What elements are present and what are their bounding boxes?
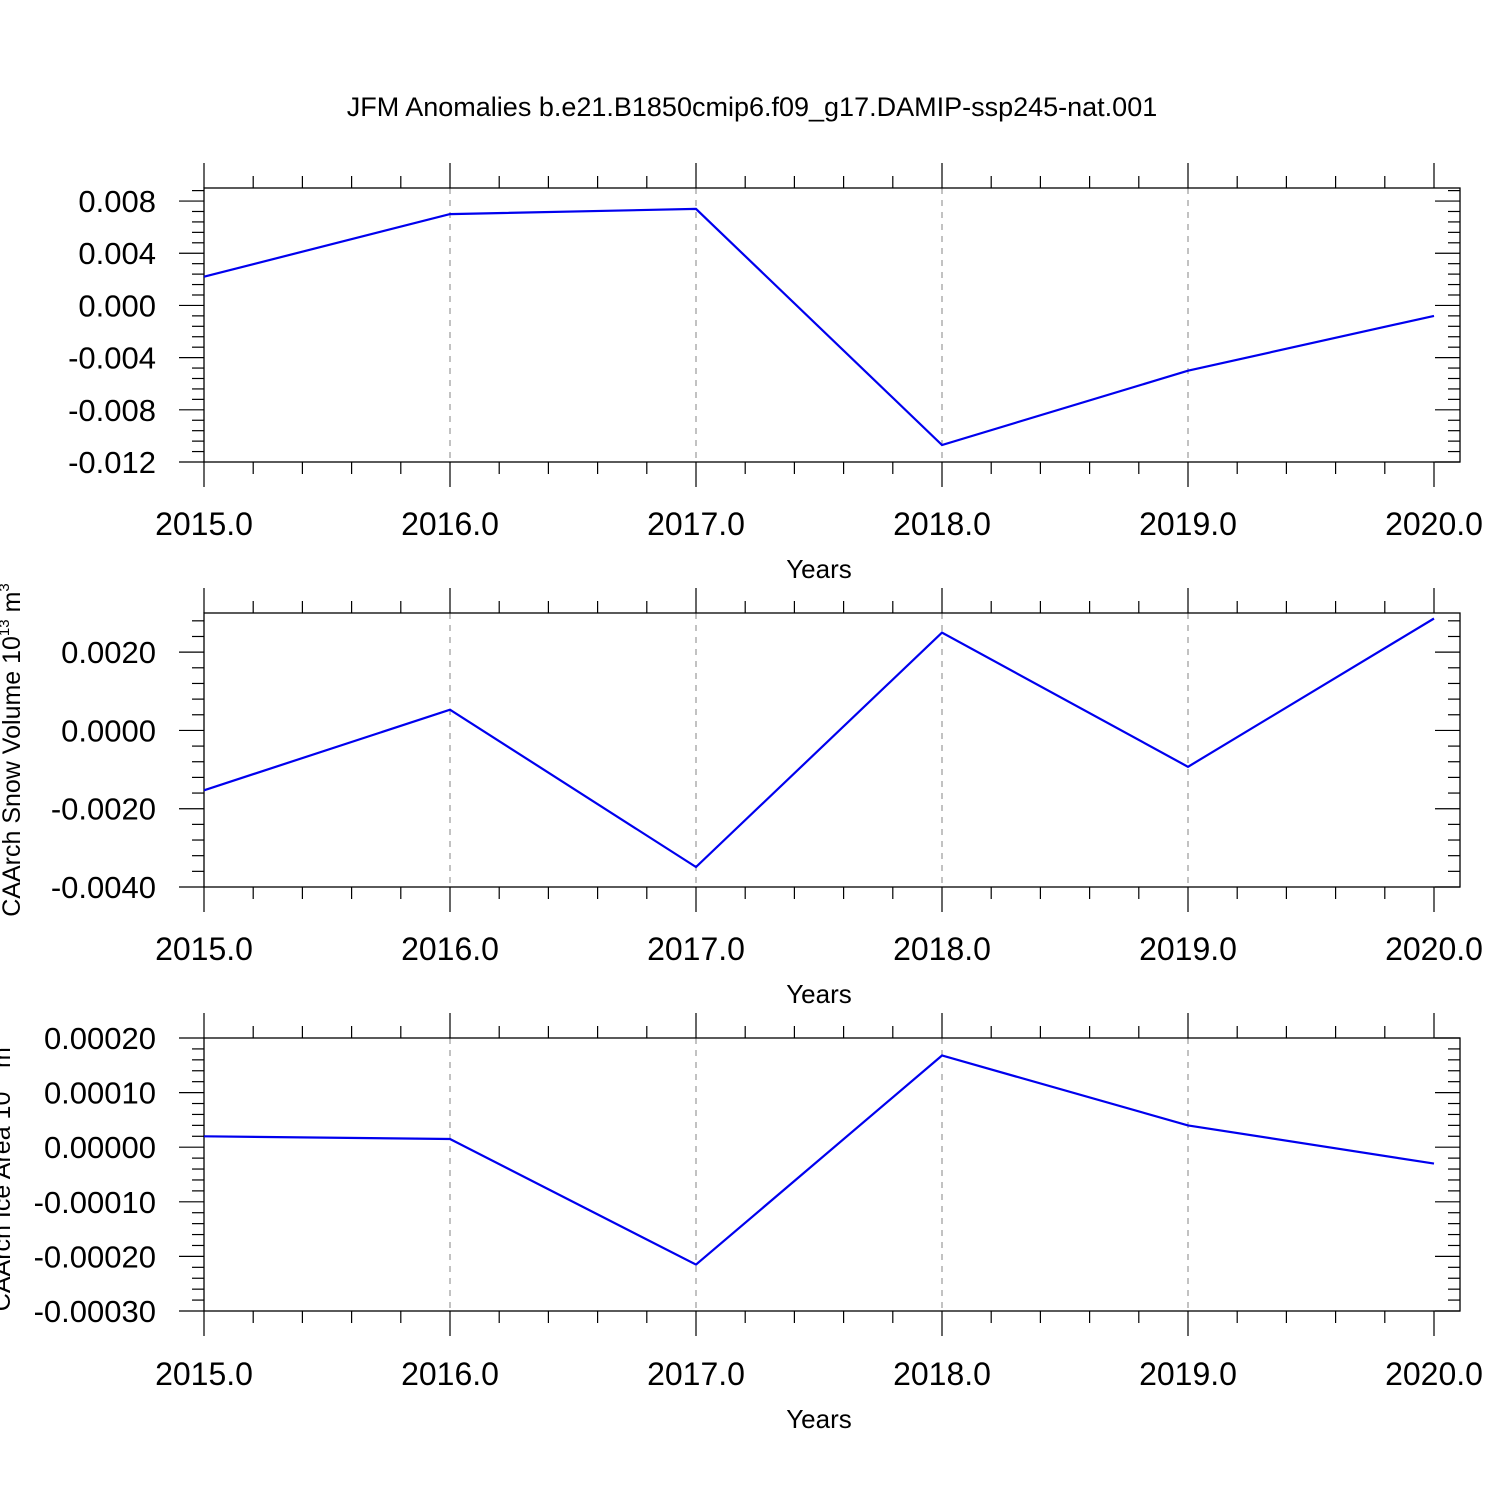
y-tick-label: -0.004	[68, 341, 156, 376]
y-tick-label: -0.00010	[34, 1185, 156, 1220]
x-tick-label: 2019.0	[1139, 506, 1237, 542]
y-axis-title: CAArch Snow Volume 1013 m3	[0, 583, 26, 917]
x-tick-label: 2018.0	[893, 1356, 991, 1392]
y-tick-label: -0.008	[68, 393, 156, 428]
x-tick-label: 2017.0	[647, 1356, 745, 1392]
ice-area-panel: 2015.0 2016.0 2017.0 2018.0 2019.0 2020.0 0.00…	[0, 1013, 1483, 1434]
y-tick-label: 0.000	[78, 288, 156, 323]
series-line	[203, 207, 1435, 447]
y-tick-label: -0.00020	[34, 1239, 156, 1274]
x-tick-label: 2015.0	[155, 931, 253, 967]
ice-volume-panel: 2015.0 2016.0 2017.0 2018.0 2019.0 2020.0 0.00…	[16, 163, 1483, 584]
plot-frame	[203, 1037, 1461, 1312]
y-tick-label: 0.008	[78, 184, 156, 219]
series-line	[203, 617, 1435, 869]
y-tick-label: -0.0020	[51, 792, 156, 827]
y-axis-title: CAArch Ice Area 1013 m2	[0, 1039, 16, 1311]
plot-frame	[203, 612, 1461, 888]
x-axis-title: Years	[786, 1404, 852, 1434]
y-tick-label: -0.012	[68, 445, 156, 480]
y-tick-label: -0.0040	[51, 870, 156, 905]
x-tick-label: 2015.0	[155, 1356, 253, 1392]
x-tick-label: 2016.0	[401, 1356, 499, 1392]
snow-volume-panel: 2015.0 2016.0 2017.0 2018.0 2019.0 2020.0 0.00…	[0, 583, 1483, 1009]
x-axis-title: Years	[786, 979, 852, 1009]
x-tick-label: 2020.0	[1385, 1356, 1483, 1392]
x-tick-label: 2018.0	[893, 506, 991, 542]
x-tick-label: 2015.0	[155, 506, 253, 542]
plot-frame	[203, 187, 1461, 463]
series-line	[203, 1054, 1435, 1266]
x-tick-label: 2019.0	[1139, 931, 1237, 967]
y-tick-label: 0.00020	[44, 1021, 156, 1056]
x-tick-label: 2019.0	[1139, 1356, 1237, 1392]
y-tick-label: -0.00030	[34, 1294, 156, 1329]
y-axis-title: CAArch Ice Volume 1013 m3	[16, 173, 46, 477]
x-tick-label: 2016.0	[401, 506, 499, 542]
x-tick-label: 2018.0	[893, 931, 991, 967]
y-tick-label: 0.004	[78, 236, 156, 271]
x-axis-title: Years	[786, 554, 852, 584]
x-tick-label: 2017.0	[647, 506, 745, 542]
y-axis-title-group: CAArch Ice Volume 1013 m3	[16, 173, 46, 477]
y-tick-label: 0.0000	[61, 713, 156, 748]
y-tick-label: 0.00000	[44, 1130, 156, 1165]
y-axis-title-group: CAArch Snow Volume 1013 m3	[0, 583, 26, 917]
y-tick-label: 0.0020	[61, 635, 156, 670]
x-tick-label: 2020.0	[1385, 506, 1483, 542]
y-tick-label: 0.00010	[44, 1076, 156, 1111]
figure-title: JFM Anomalies b.e21.B1850cmip6.f09_g17.D…	[347, 92, 1157, 122]
x-tick-label: 2020.0	[1385, 931, 1483, 967]
y-axis-title-group: CAArch Ice Area 1013 m2	[0, 1039, 16, 1311]
x-tick-label: 2016.0	[401, 931, 499, 967]
x-tick-label: 2017.0	[647, 931, 745, 967]
